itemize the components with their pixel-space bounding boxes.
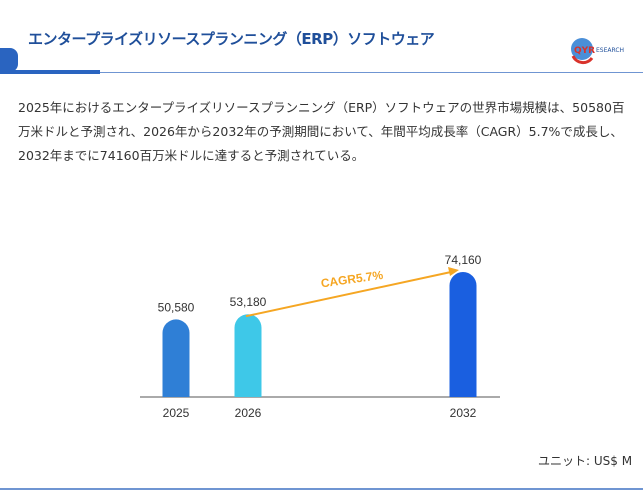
svg-text:QYR: QYR — [574, 46, 595, 56]
bar-2025 — [162, 319, 190, 397]
cagr-label: CAGR5.7% — [320, 268, 384, 291]
footer-divider — [0, 488, 643, 490]
market-description: 2025年におけるエンタープライズリソースプランニング（ERP）ソフトウェアの世… — [18, 100, 625, 163]
data-label-2026: 53,180 — [230, 295, 267, 309]
header-accent — [0, 48, 18, 72]
page-title: エンタープライズリソースプランニング（ERP）ソフトウェア — [28, 30, 435, 48]
x-tick-2026: 2026 — [235, 406, 262, 420]
data-label-2025: 50,580 — [158, 300, 195, 314]
cagr-arrowhead — [448, 267, 459, 276]
x-tick-2032: 2032 — [450, 406, 477, 420]
qyresearch-logo: QYR ESEARCH — [571, 38, 624, 65]
bar-2032 — [449, 272, 477, 397]
bar-2026 — [234, 314, 262, 397]
header-divider — [100, 72, 643, 73]
data-label-2032: 74,160 — [445, 253, 482, 267]
x-tick-2025: 2025 — [163, 406, 190, 420]
header-accent-line — [0, 70, 100, 74]
cagr-arrow — [245, 271, 452, 318]
svg-text:ESEARCH: ESEARCH — [596, 47, 624, 54]
unit-label: ユニット: US$ M — [538, 454, 633, 468]
